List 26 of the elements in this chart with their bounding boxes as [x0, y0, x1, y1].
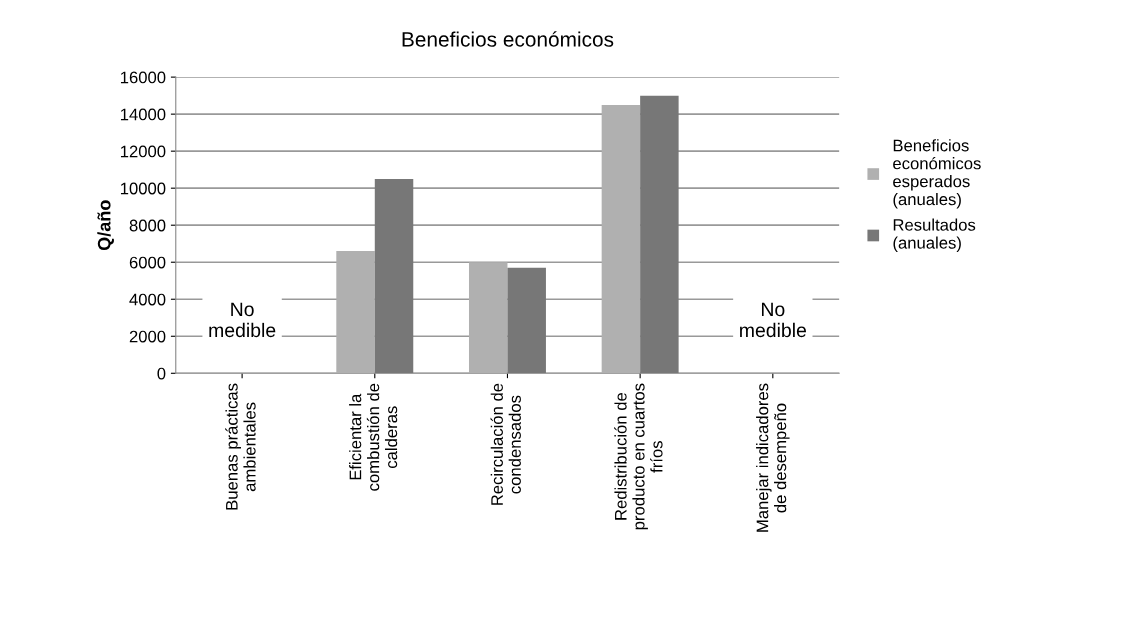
- x-tick-label: Recirculación de condensados: [490, 383, 521, 505]
- y-tick-label: 6000: [129, 256, 166, 269]
- x-tick-label: Manejar indicadores de desempeño: [756, 383, 790, 532]
- y-tick-label: 12000: [120, 145, 166, 158]
- legend-label: Beneficios económicos esperados (anuales): [893, 139, 981, 209]
- y-tick-label: 8000: [129, 219, 166, 232]
- bar: [374, 178, 414, 374]
- bar: [640, 95, 679, 374]
- y-tick-label: 4000: [129, 293, 166, 306]
- x-tick-label: Redistribución de producto en cuartos fríos: [614, 383, 663, 530]
- annotation: No medible: [740, 302, 807, 338]
- legend-label: Resultados (anuales): [893, 218, 976, 253]
- annotation: No medible: [209, 302, 276, 338]
- bar: [336, 251, 375, 374]
- y-tick-label: 10000: [120, 182, 166, 195]
- y-axis-title: Q/año: [97, 200, 114, 251]
- bar: [507, 267, 546, 374]
- y-tick-label: 14000: [120, 108, 166, 121]
- y-tick-label: 0: [157, 367, 166, 380]
- x-tick-label: Eficientar la combustión de calderas: [349, 383, 398, 491]
- y-tick-label: 2000: [129, 330, 166, 343]
- y-tick-label: 16000: [120, 71, 166, 84]
- chart-title: Beneficios económicos: [402, 31, 614, 47]
- bar: [601, 104, 641, 374]
- bar: [468, 262, 508, 374]
- x-tick-label: Buenas prácticas ambientales: [225, 383, 256, 510]
